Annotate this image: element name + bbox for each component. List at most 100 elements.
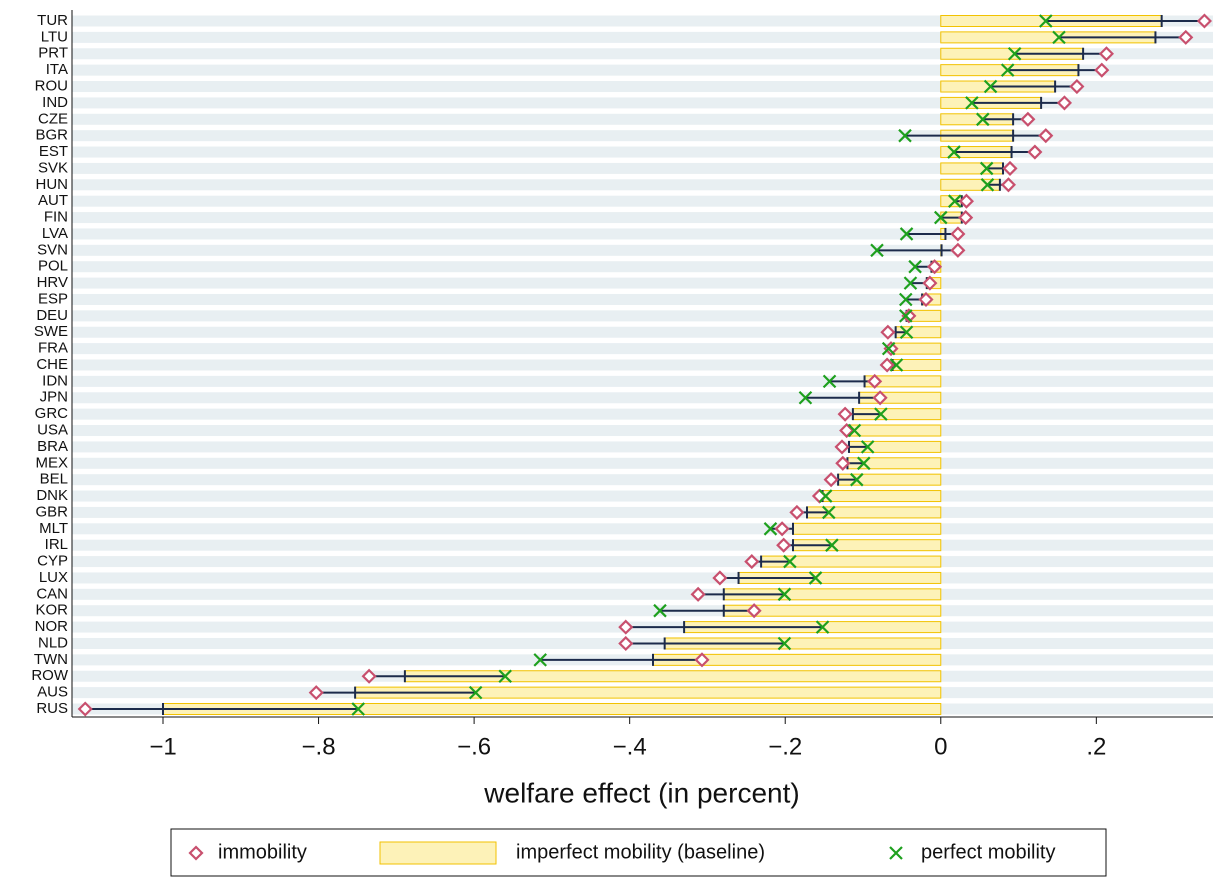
perfect-mobility-marker xyxy=(980,178,995,192)
category-label: BGR xyxy=(35,127,68,144)
category-label: CZE xyxy=(38,110,68,127)
row-band xyxy=(72,392,1213,404)
row-band xyxy=(72,375,1213,387)
immobility-marker xyxy=(958,193,974,209)
category-label: CHE xyxy=(36,356,68,373)
row-band xyxy=(72,539,1213,551)
x-tick-label: −.8 xyxy=(302,733,336,760)
immobility-marker xyxy=(1020,111,1036,127)
category-label: JPN xyxy=(40,389,68,406)
immobility-marker xyxy=(694,652,710,668)
immobility-marker xyxy=(835,455,851,471)
immobility-marker xyxy=(867,373,883,389)
category-label: USA xyxy=(37,421,68,438)
category-label: SVN xyxy=(37,241,68,258)
perfect-mobility-marker xyxy=(976,112,990,127)
perfect-mobility-marker xyxy=(899,227,914,241)
category-label: IND xyxy=(42,94,68,111)
row-band xyxy=(72,474,1213,486)
immobility-marker xyxy=(1056,95,1072,111)
immobility-marker xyxy=(361,668,377,684)
row-band xyxy=(72,31,1213,43)
immobility-marker xyxy=(823,472,839,488)
category-label: NLD xyxy=(38,634,68,651)
perfect-mobility-marker xyxy=(1000,63,1015,77)
immobility-marker xyxy=(918,291,934,308)
perfect-mobility-marker xyxy=(947,145,961,159)
immobility-marker xyxy=(712,570,728,586)
category-label: POL xyxy=(38,258,68,275)
immobility-marker xyxy=(618,619,634,635)
row-band xyxy=(72,130,1213,142)
row-band xyxy=(72,261,1213,273)
perfect-mobility-marker xyxy=(815,620,830,634)
category-label: IDN xyxy=(42,372,68,389)
category-label: GRC xyxy=(35,405,69,422)
perfect-mobility-marker xyxy=(934,210,948,225)
immobility-marker xyxy=(789,504,805,520)
row-band xyxy=(72,425,1213,437)
row-band xyxy=(72,277,1213,289)
perfect-mobility-marker xyxy=(822,505,836,520)
x-tick-label: −1 xyxy=(149,733,176,760)
immobility-marker xyxy=(744,554,760,570)
row-band xyxy=(72,228,1213,240)
x-tick-label: 0 xyxy=(934,733,947,760)
category-label: CAN xyxy=(36,585,68,602)
category-label: MEX xyxy=(35,454,68,471)
category-label: DNK xyxy=(36,487,68,504)
immobility-marker xyxy=(774,521,790,537)
perfect-mobility-marker xyxy=(979,161,994,176)
category-label: IRL xyxy=(45,536,68,553)
category-label: NOR xyxy=(35,618,69,635)
perfect-mobility-marker xyxy=(468,685,483,700)
category-label: PRT xyxy=(38,45,68,62)
immobility-marker xyxy=(834,439,850,455)
legend-symbol xyxy=(889,846,903,860)
perfect-mobility-marker xyxy=(847,423,862,438)
baseline-bar xyxy=(822,490,942,503)
immobility-marker xyxy=(879,357,895,373)
row-band xyxy=(72,506,1213,518)
category-label: SWE xyxy=(34,323,68,340)
immobility-marker xyxy=(1094,62,1110,78)
immobility-marker xyxy=(1038,128,1054,144)
row-band xyxy=(72,605,1213,617)
row-band xyxy=(72,588,1213,600)
row-band xyxy=(72,113,1213,125)
perfect-mobility-marker xyxy=(881,341,896,356)
row-band xyxy=(72,359,1213,371)
immobility-marker xyxy=(839,422,855,439)
category-label: DEU xyxy=(36,307,68,324)
category-label: LUX xyxy=(39,569,68,586)
category-label: ROW xyxy=(31,667,69,684)
perfect-mobility-marker xyxy=(850,472,864,487)
perfect-mobility-marker xyxy=(899,292,913,307)
perfect-mobility-marker xyxy=(818,489,833,503)
category-label: ESP xyxy=(38,290,68,307)
immobility-marker xyxy=(1002,160,1018,176)
category-label: AUS xyxy=(37,684,68,701)
x-tick-label: −.2 xyxy=(768,733,802,760)
immobility-marker xyxy=(950,242,966,258)
category-label: AUT xyxy=(38,192,68,209)
row-band xyxy=(72,146,1213,158)
legend-box xyxy=(170,828,1107,877)
category-label: HUN xyxy=(36,176,69,193)
perfect-mobility-marker xyxy=(653,603,667,618)
perfect-mobility-marker xyxy=(783,554,797,569)
perfect-mobility-marker xyxy=(777,636,792,651)
perfect-mobility-marker xyxy=(870,243,884,258)
row-band xyxy=(72,48,1213,60)
perfect-mobility-marker xyxy=(1039,14,1053,28)
row-band xyxy=(72,81,1213,93)
category-label: CYP xyxy=(37,553,68,570)
row-band xyxy=(72,572,1213,584)
perfect-mobility-marker xyxy=(825,538,839,552)
row-band xyxy=(72,441,1213,453)
immobility-marker xyxy=(1069,78,1085,95)
row-band xyxy=(72,179,1213,191)
category-label: ROU xyxy=(35,77,68,94)
perfect-mobility-marker xyxy=(898,128,912,143)
